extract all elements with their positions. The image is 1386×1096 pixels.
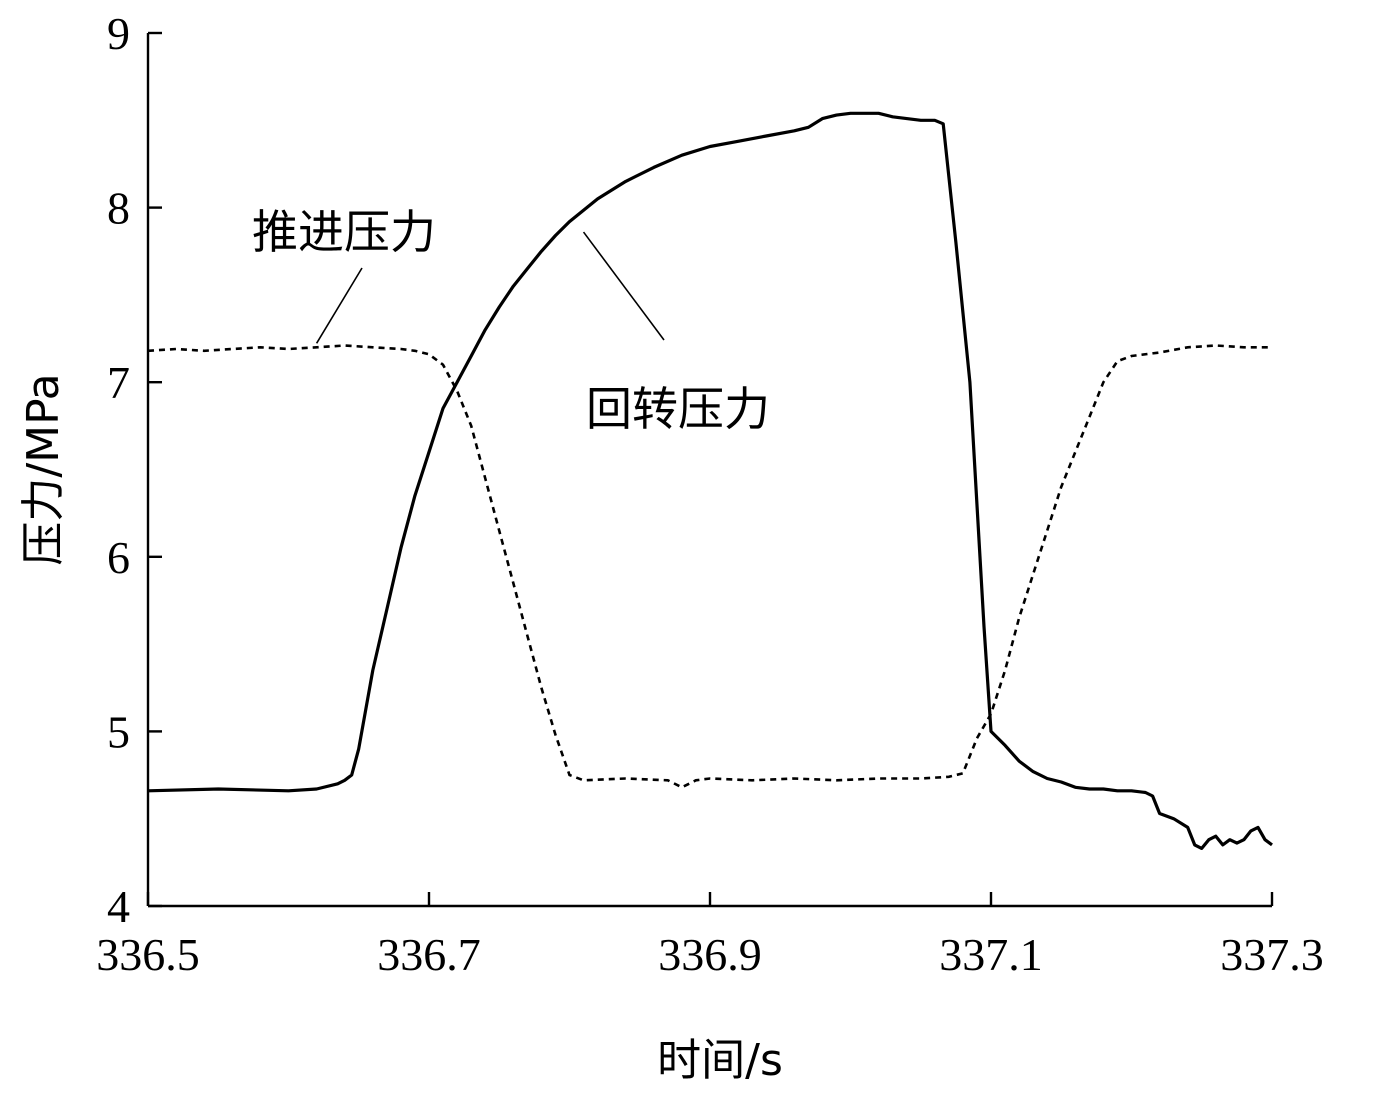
- thrust-pressure-leader-line: [315, 267, 363, 344]
- rotation-pressure-line: [147, 111, 1273, 850]
- annotations: 推进压力 回转压力: [252, 205, 770, 436]
- y-tick-label: 4: [107, 881, 130, 932]
- series-lines: [147, 111, 1273, 850]
- x-tick-label: 337.3: [1220, 929, 1324, 980]
- x-tick-label: 336.7: [377, 929, 481, 980]
- y-axis-title: 压力/MPa: [18, 373, 69, 565]
- y-tick-label: 6: [107, 532, 130, 583]
- y-tick-label: 7: [107, 357, 130, 408]
- axes: [146, 33, 1272, 908]
- ticks: 4 5 6 7 8 9 336.5 336.7 336.9 337.1 337.3: [96, 8, 1324, 980]
- x-tick-label: 336.5: [96, 929, 200, 980]
- rotation-pressure-leader-line: [582, 231, 665, 341]
- thrust-pressure-line: [147, 344, 1272, 789]
- y-tick-label: 9: [107, 8, 130, 59]
- x-axis-title: 时间/s: [657, 1035, 783, 1086]
- thrust-pressure-label: 推进压力: [252, 205, 436, 259]
- x-tick-label: 337.1: [939, 929, 1043, 980]
- rotation-pressure-label: 回转压力: [586, 382, 770, 436]
- y-tick-label: 5: [107, 706, 130, 757]
- x-tick-label: 336.9: [658, 929, 762, 980]
- y-tick-label: 8: [107, 183, 130, 234]
